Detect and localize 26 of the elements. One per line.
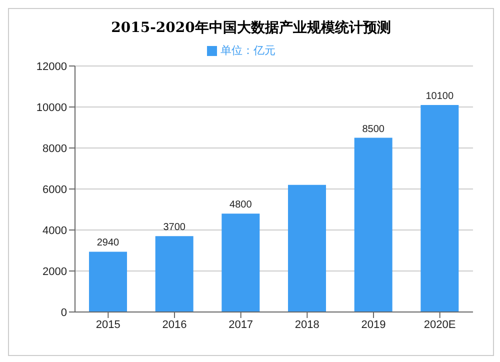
data-label: 10100 bbox=[426, 90, 454, 102]
data-label: 3700 bbox=[163, 222, 186, 234]
x-tick-label: 2018 bbox=[294, 318, 320, 331]
bar bbox=[222, 214, 260, 312]
y-tick-label: 12000 bbox=[36, 60, 67, 73]
x-tick-label: 2017 bbox=[228, 318, 254, 331]
y-tick-label: 10000 bbox=[36, 102, 67, 114]
legend-label: 单位：亿元 bbox=[220, 45, 276, 57]
bar bbox=[89, 252, 127, 312]
chart-title: 2015-2020年中国大数据产业规模统计预测 bbox=[110, 19, 392, 37]
data-label: 4800 bbox=[230, 200, 252, 211]
x-tick-label: 2015 bbox=[96, 318, 120, 331]
y-tick-label: 8000 bbox=[42, 142, 67, 155]
data-label: 8500 bbox=[362, 124, 385, 135]
y-tick-label: 6000 bbox=[42, 184, 67, 196]
bar bbox=[354, 138, 392, 312]
y-tick-label: 4000 bbox=[42, 224, 67, 237]
y-tick-label: 2000 bbox=[42, 266, 67, 278]
x-tick-label: 2016 bbox=[162, 318, 187, 331]
bar bbox=[288, 184, 326, 312]
data-label: 2940 bbox=[96, 238, 120, 249]
bar bbox=[420, 104, 459, 312]
x-tick-label: 2019 bbox=[361, 318, 386, 331]
bar bbox=[155, 236, 194, 312]
x-tick-label: 2020E bbox=[424, 318, 456, 331]
y-tick-label: 0 bbox=[60, 306, 67, 319]
